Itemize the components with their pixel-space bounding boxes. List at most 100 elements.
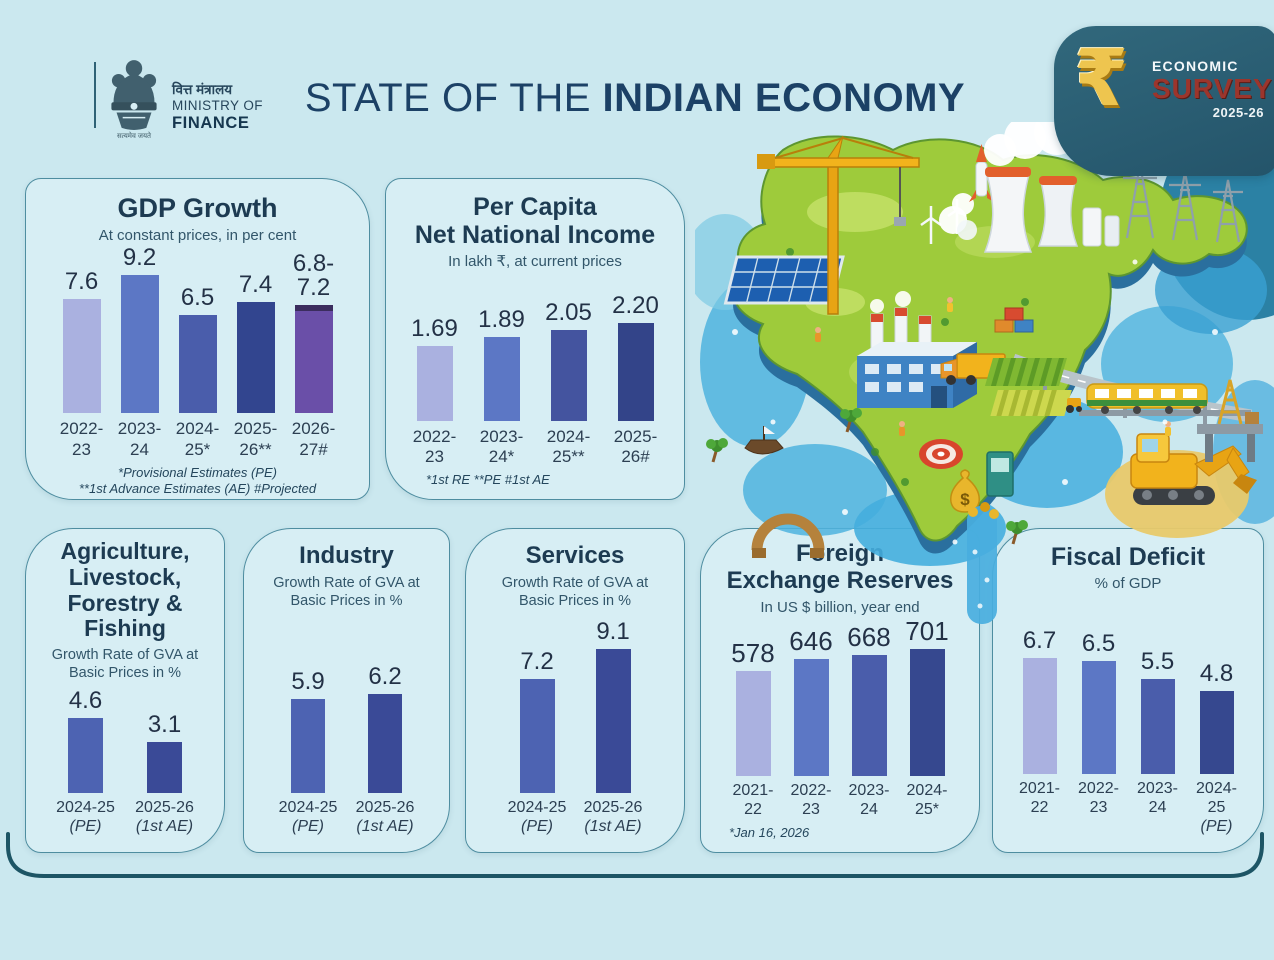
footnote-line: *Provisional Estimates (PE) xyxy=(118,464,277,480)
bar-value-label: 7.6 xyxy=(64,267,99,295)
bar-group: 6.5 xyxy=(1069,631,1128,775)
bar-category-label: 2023- 24 xyxy=(848,782,890,819)
bar-category-label: 2024- 25* xyxy=(175,419,220,459)
header-divider-line xyxy=(94,62,96,128)
bar-category-label: 2022- 23 xyxy=(790,782,832,819)
bar-value-label: 2.05 xyxy=(545,298,592,326)
bar xyxy=(368,694,402,794)
chart-subtitle: Growth Rate of GVA at Basic Prices in % xyxy=(273,574,420,609)
sand-patch xyxy=(1105,450,1249,538)
bar-value-label: 7.2 xyxy=(520,647,554,675)
bar-value-label: 5.9 xyxy=(291,667,325,695)
bar-value-label: 6.7 xyxy=(1022,626,1057,654)
panel-fiscal-deficit: Fiscal Deficit % of GDP 6.7 6.5 5.5 4.8 202… xyxy=(992,528,1264,853)
chart-footnotes: *Jan 16, 2026 xyxy=(701,825,979,842)
ministry-name-hindi: वित्त मंत्रालय xyxy=(172,82,233,97)
highway-bridge-icon xyxy=(1010,353,1253,432)
bar xyxy=(68,718,103,794)
panel-services: Services Growth Rate of GVA at Basic Pri… xyxy=(465,528,685,853)
bar xyxy=(1140,679,1175,775)
bar-value-label: 6.8- 7.2 xyxy=(292,249,335,301)
bar-category-label: 2022- 23 xyxy=(412,427,457,467)
bar-category-label: 2024-25(PE) xyxy=(507,799,567,836)
chart-title: Foreign Exchange Reserves xyxy=(726,540,954,594)
bar xyxy=(236,302,275,414)
india-state-emblem-logo xyxy=(111,60,157,130)
bar xyxy=(1081,661,1116,775)
panel-agriculture: Agriculture, Livestock, Forestry & Fishi… xyxy=(25,528,225,853)
footnote-line: *Jan 16, 2026 xyxy=(729,825,810,841)
chart-subtitle: In US $ billion, year end xyxy=(760,598,920,616)
chart-footnotes: *1st RE **PE #1st AE xyxy=(386,472,684,489)
bar-category-label: 2022- 23 xyxy=(1078,780,1119,817)
bar-group: 9.2 xyxy=(111,245,169,414)
chart-title: Agriculture, Livestock, Forestry & Fishi… xyxy=(60,538,190,642)
bar-row: 4.6 3.1 xyxy=(26,682,224,794)
bar-group: 4.6 xyxy=(46,688,125,794)
bar-group: 578 xyxy=(724,640,782,777)
chart-title: Services xyxy=(525,542,625,569)
bar xyxy=(595,649,631,794)
bar xyxy=(294,305,333,414)
workers-icons xyxy=(815,297,1171,436)
bar-row: 7.2 9.1 xyxy=(466,613,684,794)
train-icon xyxy=(1079,383,1251,416)
bar-value-label: 7.4 xyxy=(238,270,273,298)
tractor-icon xyxy=(1066,398,1082,413)
panel-per-capita-income: Per Capita Net National Income In lakh ₹… xyxy=(385,178,685,500)
label-row: 2022- 23 2023- 24* 2024- 25** 2025- 26# xyxy=(386,427,684,467)
chart-title: Per Capita Net National Income xyxy=(414,193,656,249)
bar-value-label: 3.1 xyxy=(147,710,182,738)
bar-group: 646 xyxy=(782,628,840,777)
panel-industry: Industry Growth Rate of GVA at Basic Pri… xyxy=(243,528,450,853)
chart-subtitle: At constant prices, in per cent xyxy=(98,227,297,245)
bar-value-label: 701 xyxy=(905,615,949,646)
page-title-light: STATE OF THE xyxy=(304,76,591,120)
bar-category-label: 2024- 25** xyxy=(546,427,591,467)
badge-economic-label: ECONOMIC xyxy=(1152,58,1239,74)
bar xyxy=(291,699,325,794)
bar-group: 668 xyxy=(840,624,898,777)
bar-group: 5.9 xyxy=(270,667,347,794)
bar-category-label: 2025- 26** xyxy=(233,419,278,459)
chart-subtitle: Growth Rate of GVA at Basic Prices in % xyxy=(501,574,649,609)
bar-category-label: 2021- 22 xyxy=(1019,780,1060,817)
bar-group: 2.05 xyxy=(535,298,602,422)
bar xyxy=(416,346,453,422)
rocket-icon xyxy=(939,144,994,240)
bar-category-label: 2025-26 (1st AE) xyxy=(355,799,415,836)
bar-category-label: 2025-26 (1st AE) xyxy=(135,799,194,836)
bar-row: 6.7 6.5 5.5 4.8 xyxy=(993,622,1263,775)
bar-category-label: 2023- 24* xyxy=(479,427,524,467)
bar-group: 5.5 xyxy=(1128,649,1187,775)
badge-survey-label: SURVEY xyxy=(1152,73,1273,104)
bar-group: 6.8- 7.2 xyxy=(285,249,343,414)
wind-turbines-icon xyxy=(920,199,967,244)
bar-value-label: 1.69 xyxy=(411,314,458,342)
bar-group: 1.89 xyxy=(468,305,535,422)
bar xyxy=(519,679,555,794)
target-icon xyxy=(919,439,963,469)
label-row: 2022- 23 2023- 24 2024- 25* 2025- 26** 2026- 27# xyxy=(26,419,369,459)
bar-category-label: 2024-25(PE) xyxy=(278,799,338,836)
panel-gdp-growth: GDP Growth At constant prices, in per ce… xyxy=(25,178,370,500)
page-title-bold: INDIAN ECONOMY xyxy=(602,76,966,120)
india-landmass xyxy=(732,135,1248,542)
bar-category-label: 2023- 24 xyxy=(117,419,162,459)
ministry-of-finance-block: वित्त मंत्रालय MINISTRY OF FINANCE xyxy=(172,82,263,133)
bar-value-label: 646 xyxy=(789,625,833,656)
economic-survey-badge-text: ECONOMIC SURVEY 2025-26 xyxy=(1152,58,1273,120)
bar-row: 578 646 668 701 xyxy=(701,618,979,777)
bar-range-cap xyxy=(294,305,333,312)
bar-group: 7.4 xyxy=(227,270,285,414)
excavator-icon xyxy=(1130,433,1257,505)
bar-value-label: 1.89 xyxy=(478,305,525,333)
economic-survey-badge: ₹ ECONOMIC SURVEY 2025-26 xyxy=(1054,26,1274,176)
atm-kiosk-icon xyxy=(986,451,1014,497)
chart-title: Industry xyxy=(299,542,394,569)
bar-group: 1.69 xyxy=(401,314,468,422)
label-row: 2021- 22 2022- 23 2023- 24 2024- 25 (PE) xyxy=(993,780,1263,837)
bar-value-label: 6.2 xyxy=(368,662,402,690)
bar-group: 6.2 xyxy=(347,662,424,794)
